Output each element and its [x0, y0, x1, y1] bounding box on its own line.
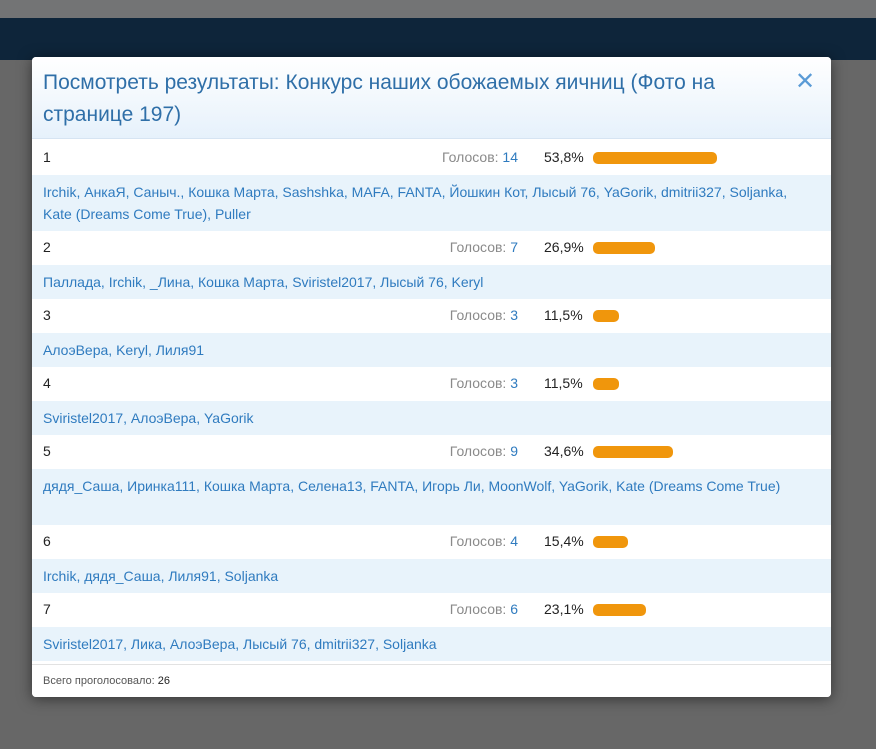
vote-count: Голосов: 7 — [450, 239, 518, 255]
voters-list[interactable]: Irchik, АнкаЯ, Саныч., Кошка Марта, Sash… — [43, 184, 788, 222]
option-label: 4 — [43, 375, 51, 391]
vote-percent: 23,1% — [544, 601, 584, 617]
vote-percent: 34,6% — [544, 443, 584, 459]
voters-list[interactable]: АлоэВера, Keryl, Лиля91 — [43, 342, 205, 358]
vote-count: Голосов: 3 — [450, 375, 518, 391]
voters-row: Паллада, Irchik, _Лина, Кошка Марта, Svi… — [32, 265, 831, 299]
vote-count-link[interactable]: 3 — [510, 375, 518, 391]
vote-count-link[interactable]: 3 — [510, 307, 518, 323]
total-count: 26 — [157, 675, 171, 687]
vote-percent: 26,9% — [544, 239, 584, 255]
vote-bar — [593, 536, 628, 548]
vote-percent: 53,8% — [544, 149, 584, 165]
vote-count-link[interactable]: 14 — [502, 149, 518, 165]
vote-bar-track — [593, 242, 753, 254]
vote-percent: 11,5% — [544, 375, 583, 391]
votes-label: Голосов: — [442, 149, 499, 165]
vote-bar-track — [593, 604, 753, 616]
modal-header: Посмотреть результаты: Конкурс наших обо… — [32, 57, 831, 139]
option-row: 5 Голосов: 9 34,6% — [32, 435, 831, 469]
vote-bar — [593, 242, 655, 254]
option-row: 3 Голосов: 3 11,5% — [32, 299, 831, 333]
votes-label: Голосов: — [449, 239, 507, 255]
option-label: 2 — [43, 239, 51, 255]
voters-list[interactable]: Sviristel2017, Лика, АлоэВера, Лысый 76,… — [43, 636, 437, 652]
vote-bar-track — [593, 310, 753, 322]
vote-bar — [593, 310, 619, 322]
option-row: 2 Голосов: 7 26,9% — [32, 231, 831, 265]
voters-list[interactable]: Паллада, Irchik, _Лина, Кошка Марта, Svi… — [43, 274, 484, 290]
vote-count-link[interactable]: 6 — [510, 601, 518, 617]
vote-count: Голосов: 9 — [450, 443, 518, 459]
voters-row: АлоэВера, Keryl, Лиля91 — [32, 333, 831, 367]
option-row: 6 Голосов: 4 15,4% — [32, 525, 831, 559]
total-votes: Всего проголосовало: 26 — [43, 675, 170, 687]
voters-row: Sviristel2017, АлоэВера, YaGorik — [32, 401, 831, 435]
votes-label: Голосов: — [449, 533, 507, 549]
modal-title: Посмотреть результаты: Конкурс наших обо… — [43, 71, 715, 126]
vote-bar-track — [593, 446, 753, 458]
vote-count: Голосов: 4 — [450, 533, 518, 549]
vote-percent: 11,5% — [544, 307, 583, 323]
vote-percent: 15,4% — [544, 533, 584, 549]
poll-results-modal: Посмотреть результаты: Конкурс наших обо… — [32, 57, 831, 697]
results-list: 1 Голосов: 14 53,8% Irchik, АнкаЯ, Саныч… — [32, 141, 831, 661]
option-label: 7 — [43, 601, 51, 617]
voters-list[interactable]: Irchik, дядя_Саша, Лиля91, Soljanka — [43, 568, 279, 584]
vote-count-link[interactable]: 9 — [510, 443, 518, 459]
votes-label: Голосов: — [449, 375, 507, 391]
modal-footer: Всего проголосовало: 26 — [32, 664, 831, 697]
total-label: Всего проголосовало: — [43, 675, 155, 687]
option-label: 1 — [43, 149, 51, 165]
votes-label: Голосов: — [449, 307, 507, 323]
option-label: 5 — [43, 443, 51, 459]
voters-list[interactable]: Sviristel2017, АлоэВера, YaGorik — [43, 410, 254, 426]
vote-count-link[interactable]: 4 — [510, 533, 518, 549]
vote-bar-track — [593, 536, 753, 548]
vote-bar — [593, 378, 619, 390]
vote-count: Голосов: 3 — [450, 307, 518, 323]
option-label: 3 — [43, 307, 51, 323]
option-row: 4 Голосов: 3 11,5% — [32, 367, 831, 401]
option-row: 7 Голосов: 6 23,1% — [32, 593, 831, 627]
vote-bar — [593, 152, 717, 164]
vote-bar-track — [593, 378, 753, 390]
voters-row: Irchik, АнкаЯ, Саныч., Кошка Марта, Sash… — [32, 175, 831, 231]
votes-label: Голосов: — [449, 601, 507, 617]
option-row: 1 Голосов: 14 53,8% — [32, 141, 831, 175]
voters-row: Irchik, дядя_Саша, Лиля91, Soljanka — [32, 559, 831, 593]
close-icon[interactable]: ✕ — [794, 68, 816, 95]
votes-label: Голосов: — [449, 443, 507, 459]
vote-count-link[interactable]: 7 — [510, 239, 518, 255]
vote-bar — [593, 604, 646, 616]
vote-count: Голосов: 14 — [442, 149, 518, 165]
voters-row: Sviristel2017, Лика, АлоэВера, Лысый 76,… — [32, 627, 831, 661]
voters-row: дядя_Саша, Иринка111, Кошка Марта, Селен… — [32, 469, 831, 525]
vote-bar — [593, 446, 673, 458]
vote-bar-track — [593, 152, 753, 164]
vote-count: Голосов: 6 — [450, 601, 518, 617]
option-label: 6 — [43, 533, 51, 549]
voters-list[interactable]: дядя_Саша, Иринка111, Кошка Марта, Селен… — [43, 478, 781, 494]
